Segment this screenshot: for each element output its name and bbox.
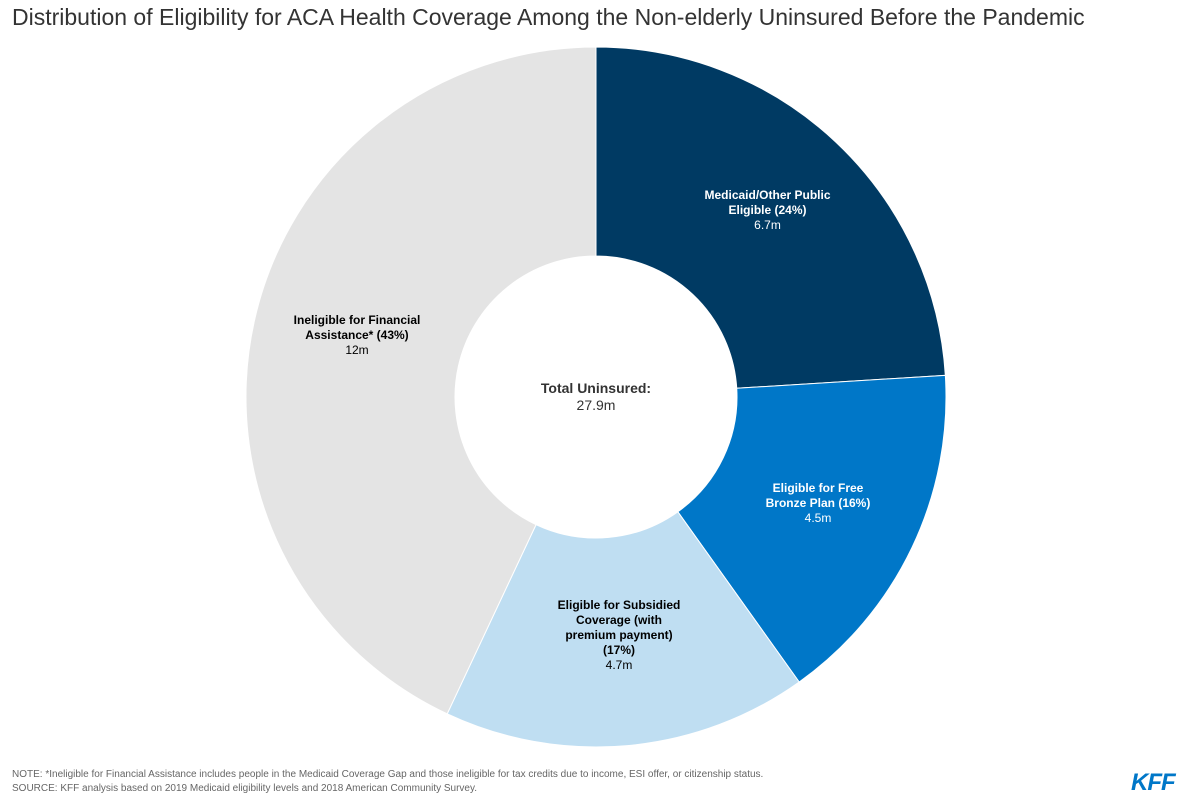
slice-label-medicaid: Medicaid/Other Public Eligible (24%) 6.7… xyxy=(700,188,835,233)
donut-center-label: Total Uninsured: 27.9m xyxy=(516,380,676,414)
chart-footer: NOTE: *Ineligible for Financial Assistan… xyxy=(12,768,763,796)
donut-slice-0 xyxy=(595,46,946,389)
center-value-text: 27.9m xyxy=(576,397,616,413)
slice-label-text: Eligible for Free Bronze Plan (16%) xyxy=(765,481,871,510)
footer-note: NOTE: *Ineligible for Financial Assistan… xyxy=(12,769,764,780)
slice-label-text: Eligible for Subsidied Coverage (with pr… xyxy=(557,598,681,657)
slice-label-ineligible: Ineligible for Financial Assistance* (43… xyxy=(292,313,422,358)
slice-value-text: 4.7m xyxy=(605,658,633,672)
donut-slice-3 xyxy=(245,46,597,715)
slice-label-text: Medicaid/Other Public Eligible (24%) xyxy=(704,188,831,217)
slice-value-text: 4.5m xyxy=(804,511,832,525)
slice-label-subsidized: Eligible for Subsidied Coverage (with pr… xyxy=(550,598,688,673)
slice-label-bronze: Eligible for Free Bronze Plan (16%) 4.5m xyxy=(753,481,883,526)
slice-value-text: 12m xyxy=(345,343,369,357)
footer-source: SOURCE: KFF analysis based on 2019 Medic… xyxy=(12,783,478,794)
slice-value-text: 6.7m xyxy=(754,218,781,232)
chart-title: Distribution of Eligibility for ACA Heal… xyxy=(12,4,1085,30)
kff-logo: KFF xyxy=(1131,769,1176,796)
center-label-text: Total Uninsured: xyxy=(540,380,652,396)
donut-slice-2 xyxy=(446,511,800,748)
slice-label-text: Ineligible for Financial Assistance* (43… xyxy=(293,313,421,342)
